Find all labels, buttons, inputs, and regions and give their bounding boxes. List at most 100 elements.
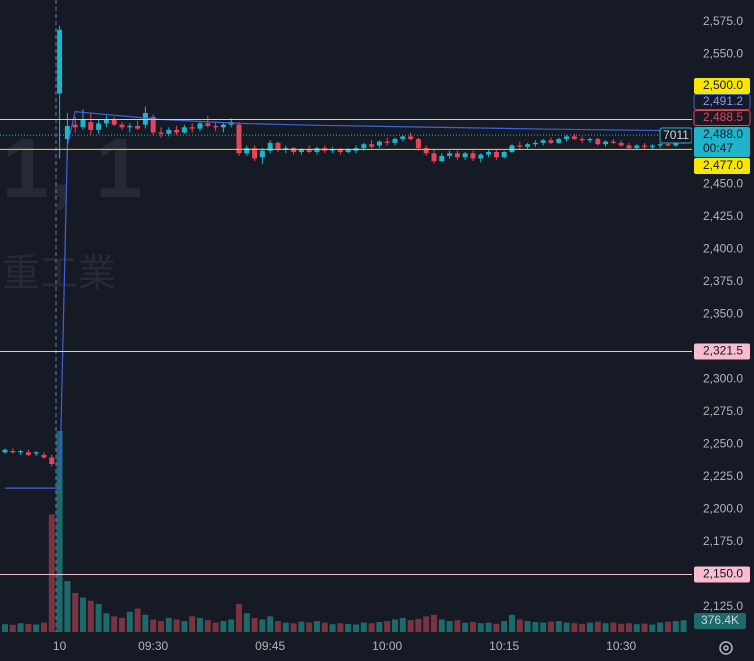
volume-bar bbox=[181, 621, 188, 632]
volume-bar bbox=[165, 617, 172, 632]
volume-label: 376.4K bbox=[701, 613, 739, 627]
candle-body bbox=[57, 29, 63, 94]
candle-body bbox=[291, 148, 297, 152]
level-label: 2,150.0 bbox=[703, 567, 743, 581]
candle-body bbox=[384, 141, 390, 143]
candle-body bbox=[532, 142, 538, 145]
y-tick-label: 2,125.0 bbox=[703, 599, 743, 613]
vwap-box bbox=[693, 94, 751, 110]
volume-box bbox=[694, 613, 746, 629]
candle-body bbox=[571, 136, 577, 139]
volume-bar bbox=[579, 623, 586, 632]
candle-body bbox=[314, 148, 320, 152]
candle-body bbox=[64, 125, 70, 139]
vwap-label: 2,491.2 bbox=[703, 94, 743, 108]
volume-bar bbox=[103, 613, 110, 632]
volume-bar bbox=[25, 623, 32, 632]
candle-body bbox=[462, 153, 468, 158]
watermark-name: 重工業 bbox=[2, 253, 116, 295]
level-box bbox=[694, 158, 750, 174]
countdown-label: 00:47 bbox=[703, 141, 733, 155]
volume-bar bbox=[345, 623, 352, 632]
x-tick-label: 09:45 bbox=[255, 639, 285, 653]
candle-body bbox=[18, 451, 24, 453]
candle-body bbox=[610, 141, 616, 143]
volume-bar bbox=[493, 623, 500, 632]
candle-body bbox=[275, 142, 281, 150]
volume-bar bbox=[516, 619, 523, 632]
volume-bar bbox=[508, 614, 515, 632]
volume-bar bbox=[625, 623, 632, 632]
candle-body bbox=[486, 151, 492, 155]
volume-bar bbox=[680, 620, 687, 632]
y-tick-label: 2,400.0 bbox=[703, 242, 743, 256]
gear[interactable] bbox=[719, 641, 733, 655]
candle-body bbox=[80, 119, 86, 128]
x-tick-label: 10:00 bbox=[372, 639, 402, 653]
volume-bar bbox=[313, 621, 320, 632]
candle-body bbox=[259, 150, 265, 158]
volume-bar bbox=[298, 621, 305, 632]
candle-body bbox=[400, 136, 406, 139]
level-label: 2,477.0 bbox=[703, 158, 743, 172]
volume-bar bbox=[189, 616, 196, 632]
volume-bar bbox=[306, 622, 313, 632]
candle-body bbox=[408, 136, 414, 139]
settings-button[interactable] bbox=[719, 641, 733, 655]
volume-bar bbox=[360, 622, 367, 632]
candle-body bbox=[361, 144, 367, 149]
volume-bar bbox=[618, 623, 625, 632]
x-tick-label: 10:30 bbox=[606, 639, 636, 653]
watermark-symbol: 1, 1 bbox=[2, 121, 142, 215]
candle-body bbox=[33, 452, 39, 454]
candle-body bbox=[306, 149, 312, 152]
volume-bar bbox=[555, 621, 562, 632]
candle-body bbox=[493, 151, 499, 158]
volume-bar bbox=[228, 619, 235, 632]
candle-body bbox=[478, 154, 484, 159]
level-box bbox=[694, 78, 750, 94]
y-tick-label: 2,250.0 bbox=[703, 437, 743, 451]
candle-body bbox=[548, 140, 554, 143]
candle-body bbox=[618, 142, 624, 146]
symbol-label: 7011 bbox=[663, 128, 689, 142]
candle-body bbox=[189, 127, 195, 129]
volume-bar bbox=[126, 611, 133, 632]
volume-bar bbox=[649, 624, 656, 632]
volume-bar bbox=[282, 622, 289, 632]
gear-center bbox=[723, 645, 729, 651]
volume-bar bbox=[430, 614, 437, 632]
marker-box bbox=[693, 110, 751, 126]
level-label: 2,500.0 bbox=[703, 78, 743, 92]
volume-bar bbox=[220, 621, 227, 632]
volume-bar bbox=[563, 622, 570, 632]
volume-bar bbox=[259, 619, 266, 632]
volume-bar bbox=[664, 621, 671, 632]
level-box bbox=[694, 566, 750, 583]
volume-bar bbox=[150, 619, 157, 632]
candle-body bbox=[252, 148, 258, 159]
volume-bar bbox=[321, 622, 328, 632]
volume-bar bbox=[118, 617, 125, 632]
candle-body bbox=[431, 153, 437, 162]
watermark: 1, 1 重工業 bbox=[2, 121, 142, 295]
volume-bar bbox=[337, 623, 344, 632]
candle-body bbox=[135, 125, 141, 129]
last-box bbox=[694, 127, 750, 157]
candle-body bbox=[587, 138, 593, 141]
volume-bar bbox=[33, 624, 40, 632]
candle-body bbox=[556, 138, 562, 143]
volume-bar bbox=[485, 622, 492, 632]
volume-bar bbox=[633, 624, 640, 632]
volume-bar bbox=[657, 622, 664, 632]
volume-bar bbox=[524, 621, 531, 632]
candle-body bbox=[10, 451, 16, 453]
volume-bar bbox=[368, 623, 375, 632]
volume-bar bbox=[672, 621, 679, 632]
y-tick-label: 2,300.0 bbox=[703, 372, 743, 386]
volume-bar bbox=[290, 623, 297, 632]
candle-body bbox=[649, 145, 655, 147]
y-tick-label: 2,575.0 bbox=[703, 14, 743, 28]
level-box bbox=[694, 343, 750, 360]
volume-bar bbox=[267, 616, 274, 632]
